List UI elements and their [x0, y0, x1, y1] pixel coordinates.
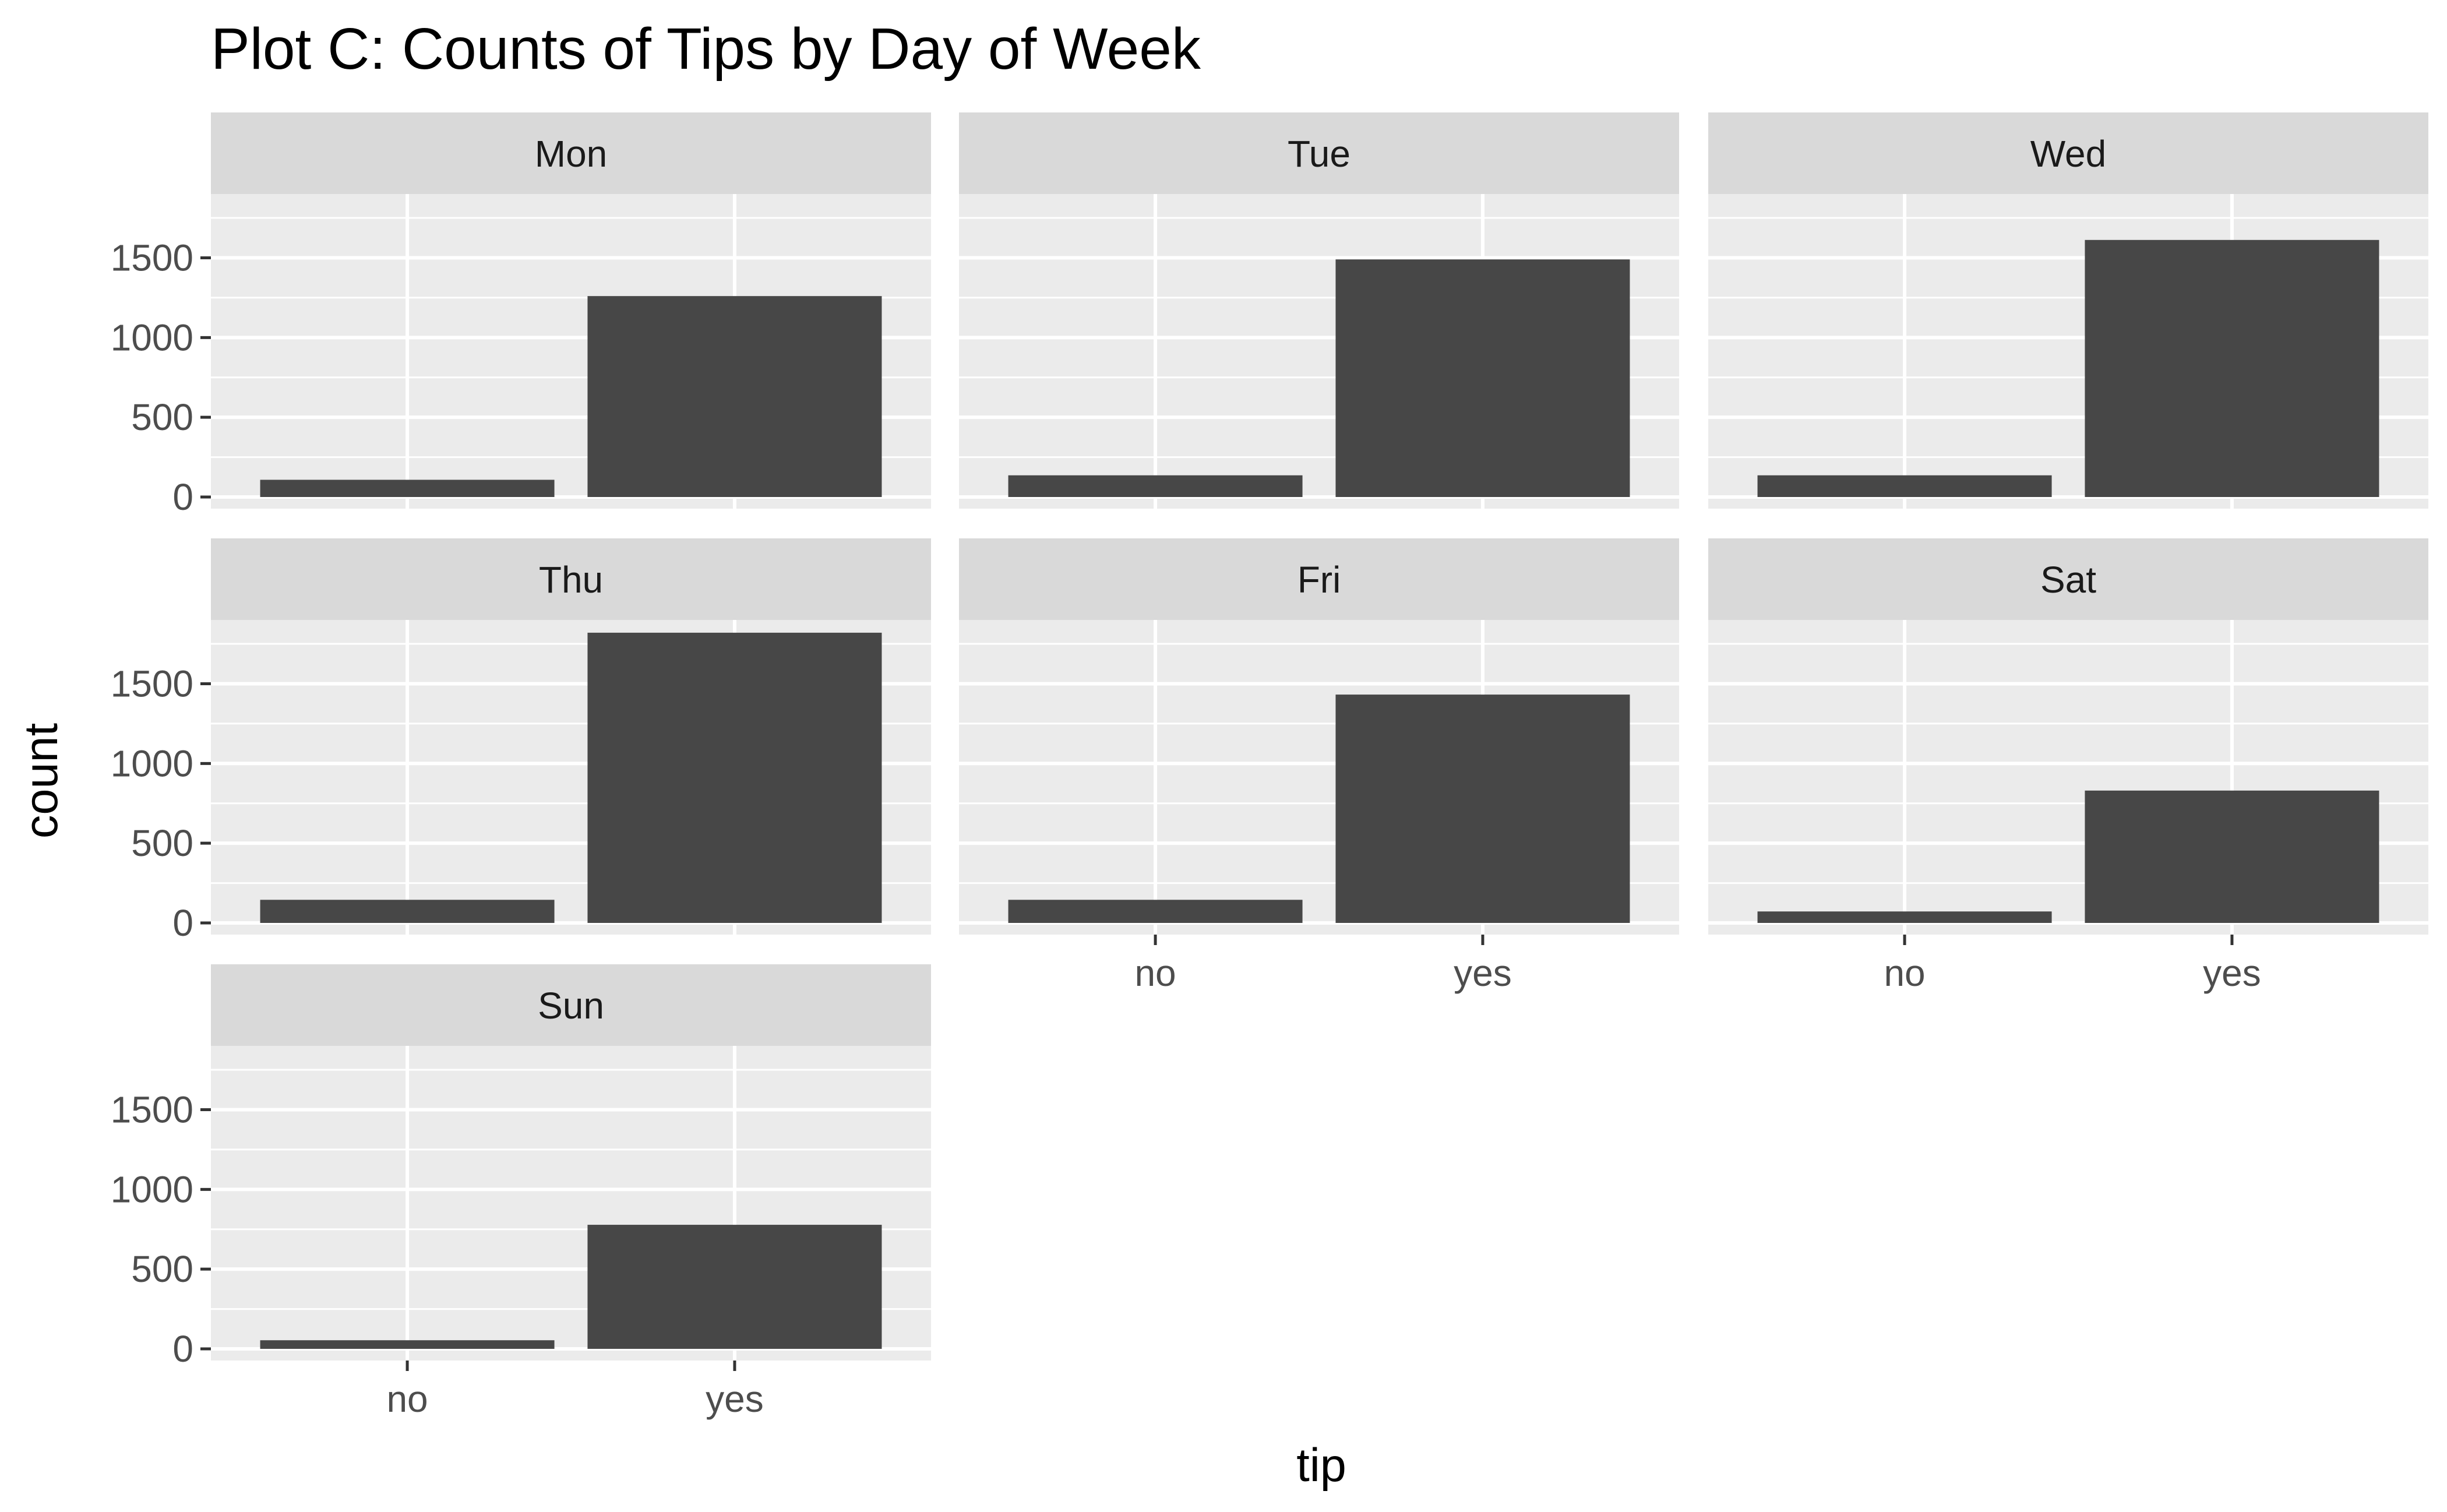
- y-tick-label: 1000: [111, 742, 193, 784]
- y-tick-label: 0: [172, 902, 193, 944]
- facet-sat: Sat no yes: [1708, 538, 2428, 994]
- x-tick-label: no: [1884, 952, 1925, 994]
- x-tick-label: yes: [706, 1378, 764, 1420]
- facet-tue: Tue: [959, 112, 1679, 509]
- bar-thu-yes: [587, 632, 882, 923]
- strip-label-wed: Wed: [2030, 133, 2106, 175]
- bar-mon-no: [260, 480, 555, 497]
- facet-wed: Wed: [1708, 112, 2428, 509]
- strip-label-thu: Thu: [539, 559, 603, 601]
- y-tick-label: 1500: [111, 237, 193, 279]
- strip-label-fri: Fri: [1297, 559, 1341, 601]
- bar-tue-no: [1008, 475, 1303, 497]
- y-tick-label: 500: [131, 1248, 193, 1290]
- bar-sat-no: [1757, 911, 2052, 923]
- strip-label-mon: Mon: [535, 133, 608, 175]
- bar-wed-yes: [2085, 239, 2379, 497]
- bar-sat-yes: [2085, 790, 2379, 923]
- strip-mon: [211, 112, 931, 194]
- bar-mon-yes: [587, 296, 882, 497]
- strip-thu: [211, 538, 931, 620]
- strip-wed: [1708, 112, 2428, 194]
- strip-sat: [1708, 538, 2428, 620]
- bar-thu-no: [260, 900, 555, 923]
- chart-title: Plot C: Counts of Tips by Day of Week: [211, 16, 1201, 82]
- facet-sun: Sun 0 500 1000 1500 no yes: [111, 964, 931, 1420]
- y-tick-label: 0: [172, 476, 193, 518]
- bar-fri-no: [1008, 900, 1303, 923]
- y-axis-title: count: [15, 723, 68, 838]
- strip-label-sun: Sun: [538, 985, 604, 1027]
- facet-mon: Mon 0 500 1000 1500: [111, 112, 931, 518]
- y-tick-label: 1000: [111, 1168, 193, 1210]
- bar-wed-no: [1757, 475, 2052, 497]
- bar-sun-yes: [587, 1225, 882, 1349]
- y-tick-label: 1500: [111, 662, 193, 704]
- strip-fri: [959, 538, 1679, 620]
- facet-thu: Thu 0 500 1000 1500: [111, 538, 931, 944]
- bar-fri-yes: [1335, 695, 1630, 923]
- y-tick-label: 500: [131, 396, 193, 438]
- y-tick-label: 1500: [111, 1088, 193, 1130]
- strip-label-sat: Sat: [2040, 559, 2096, 601]
- strip-sun: [211, 964, 931, 1046]
- x-tick-label: yes: [2203, 952, 2261, 994]
- facet-panels: Mon 0 500 1000 1500 Tue Wed Thu 0 500 1000 1500 Fri n…: [111, 112, 2428, 1420]
- y-tick-label: 500: [131, 822, 193, 864]
- strip-tue: [959, 112, 1679, 194]
- strip-label-tue: Tue: [1288, 133, 1351, 175]
- y-tick-label: 1000: [111, 316, 193, 358]
- x-tick-label: yes: [1454, 952, 1512, 994]
- bar-sun-no: [260, 1340, 555, 1349]
- x-tick-label: no: [386, 1378, 428, 1420]
- bar-tue-yes: [1335, 259, 1630, 497]
- facet-fri: Fri no yes: [959, 538, 1679, 994]
- x-tick-label: no: [1134, 952, 1176, 994]
- x-axis-title: tip: [1296, 1439, 1346, 1492]
- y-tick-label: 0: [172, 1328, 193, 1370]
